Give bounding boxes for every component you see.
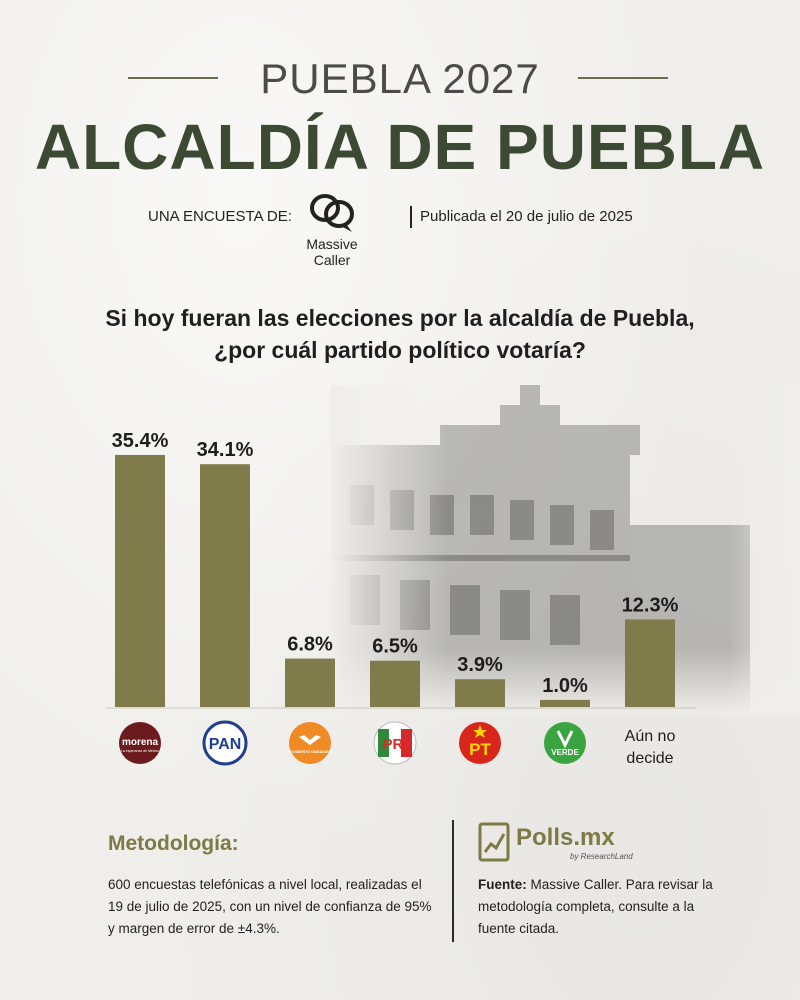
star-icon: [473, 725, 487, 738]
bar-value-label-5: 1.0%: [542, 675, 588, 697]
chart-document-icon: [478, 822, 510, 862]
source-note-text: Massive Caller. Para revisar la metodolo…: [478, 877, 713, 936]
kicker-rule-right: [578, 77, 668, 79]
pri-logo-text: PRI: [382, 736, 407, 753]
question-line2: ¿por cuál partido político votaría?: [214, 337, 586, 363]
morena-logo-subtext: La esperanza de México: [121, 749, 159, 753]
pan-logo-icon: [202, 720, 248, 766]
source-row: UNA ENCUESTA DE: Massive Caller Publicad…: [0, 188, 800, 278]
pan-logo-text: PAN: [209, 736, 242, 753]
source-note: Fuente: Massive Caller. Para revisar la …: [478, 874, 718, 940]
kicker-title: PUEBLA 2027: [260, 55, 540, 102]
bar-value-label-0: 35.4%: [112, 430, 169, 452]
vertical-divider: [452, 820, 454, 942]
movimiento-ciudadano-logo-text: MOVIMIENTO CIUDADANO: [288, 750, 333, 754]
page-title: ALCALDÍA DE PUEBLA: [34, 111, 766, 183]
polls-brand-sub: by ResearchLand: [570, 852, 633, 861]
pollster-logo: Massive Caller: [294, 192, 370, 272]
morena-logo-text: morena: [122, 737, 159, 748]
bar-4: [455, 679, 505, 707]
bar-value-label-1: 34.1%: [197, 439, 254, 461]
morena-logo-icon: [119, 722, 161, 764]
kicker-rule-left: [128, 77, 218, 79]
methodology-body: 600 encuestas telefónicas a nivel local,…: [108, 877, 432, 936]
eagle-icon: [299, 735, 321, 745]
kicker-row: PUEBLA 2027: [0, 55, 800, 102]
polls-brand: Polls.mx: [516, 824, 615, 851]
checkmark-icon: [556, 730, 574, 749]
bar-2: [285, 658, 335, 707]
pollster-name-line2: Caller: [313, 252, 351, 268]
source-note-label: Fuente:: [478, 877, 527, 892]
bar-chart: 35.4% 34.1% 6.8% 6.5% 3.9% 1.0% 12.3% morenaLa …: [106, 430, 696, 767]
category-label-line2: decide: [626, 750, 673, 767]
speech-bubbles-icon: [310, 194, 354, 232]
bar-5: [540, 699, 590, 707]
verde-logo-text: VERDE: [551, 748, 579, 757]
pt-logo-text: PT: [469, 740, 491, 759]
bar-value-label-4: 3.9%: [457, 654, 503, 676]
bar-1: [200, 464, 250, 707]
polls-logo: Polls.mx by ResearchLand: [478, 820, 678, 870]
bar-value-label-3: 6.5%: [372, 636, 418, 658]
pri-green-band: [378, 729, 389, 757]
category-label-line1: Aún no: [625, 728, 676, 745]
publication-date: Publicada el 20 de julio de 2025: [420, 208, 633, 225]
bar-value-label-6: 12.3%: [622, 594, 679, 616]
bar-0: [115, 454, 165, 707]
bar-value-label-2: 6.8%: [287, 634, 333, 656]
methodology-title: Metodología:: [108, 832, 239, 855]
bar-6: [625, 619, 675, 707]
pollster-name-line1: Massive: [306, 236, 358, 252]
question-line1: Si hoy fueran las elecciones por la alca…: [105, 305, 695, 331]
separator: [410, 206, 412, 228]
source-label: UNA ENCUESTA DE:: [148, 208, 292, 225]
pt-logo-icon: [459, 722, 501, 764]
pri-red-band: [401, 729, 412, 757]
bar-3: [370, 660, 420, 707]
